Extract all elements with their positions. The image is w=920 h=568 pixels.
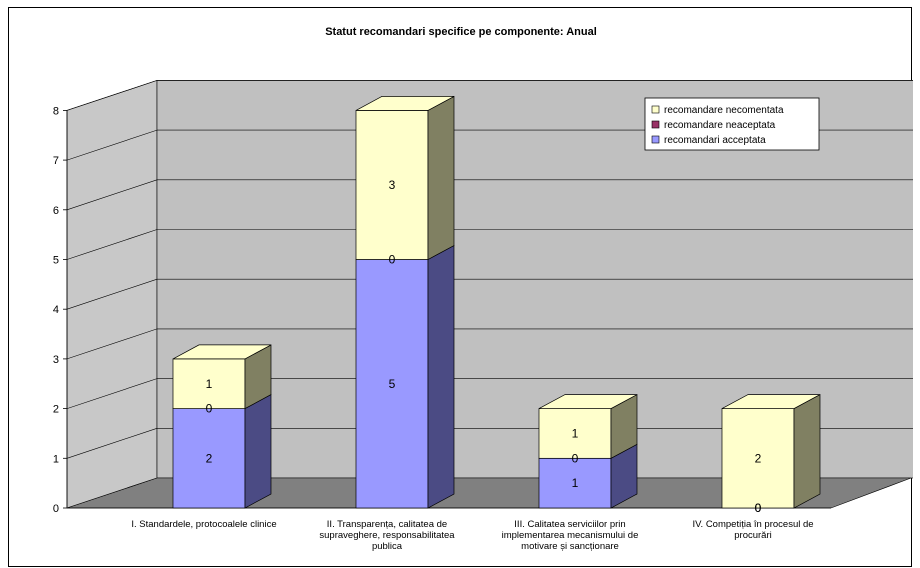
gridline-side <box>66 80 158 111</box>
data-label: 0 <box>572 451 579 465</box>
bar-segment <box>172 344 272 410</box>
data-label: 0 <box>755 501 762 515</box>
y-axis: 0 1 2 3 4 5 6 7 8 <box>53 105 68 515</box>
data-label: 0 <box>389 253 396 267</box>
x-tick-label: I. Standardele, protocoalele clinice <box>131 519 277 530</box>
chart-title: Statut recomandari specifice pe componen… <box>325 26 597 38</box>
gridline-side <box>66 428 158 459</box>
bars <box>172 95 821 509</box>
x-tick-label: III. Calitatea serviciilor prin implemen… <box>501 519 639 552</box>
bar-segment <box>721 394 821 509</box>
y-tick-label: 3 <box>53 354 59 366</box>
gridline-side <box>66 328 158 360</box>
bar-segment <box>355 95 455 261</box>
chart-svg: Statut recomandari specifice pe componen… <box>53 26 913 515</box>
svg-text:recomandari acceptata: recomandari acceptata <box>664 135 766 146</box>
x-tick-label: II. Transparența, calitatea de supravegh… <box>319 519 455 552</box>
chart-frame: Statut recomandari specifice pe componen… <box>8 7 913 567</box>
data-label: 0 <box>755 501 762 515</box>
bar-segment <box>355 244 455 509</box>
data-label: 1 <box>572 426 579 440</box>
data-label: 2 <box>206 451 213 465</box>
x-tick-label: IV. Competiția în procesul de procurări <box>692 519 814 541</box>
bar-segment <box>172 394 272 509</box>
legend-box <box>644 97 820 151</box>
gridline-side <box>66 278 158 310</box>
y-tick-label: 5 <box>53 255 59 267</box>
legend-item: recomandare neaceptata <box>651 120 776 131</box>
svg-text:recomandare neaceptata: recomandare neaceptata <box>664 120 776 131</box>
data-label: 1 <box>572 476 579 490</box>
bar-segment <box>538 443 638 509</box>
data-label: 3 <box>389 178 396 192</box>
y-tick-label: 6 <box>53 205 59 217</box>
svg-text:recomandare necomentata: recomandare necomentata <box>664 105 784 116</box>
gridline-side <box>66 378 158 409</box>
gridline-side <box>66 129 158 161</box>
y-tick-label: 7 <box>53 155 59 167</box>
legend: recomandare necomentata recomandare neace… <box>644 97 820 151</box>
bar-segment <box>538 394 638 459</box>
y-tick-label: 1 <box>53 453 59 465</box>
data-label: 2 <box>755 451 762 465</box>
y-tick-label: 0 <box>53 503 59 515</box>
y-tick-label: 2 <box>53 404 59 416</box>
data-label: 5 <box>389 377 396 391</box>
gridline-side <box>66 229 158 260</box>
gridline-side <box>66 179 158 211</box>
legend-item: recomandari acceptata <box>651 135 766 146</box>
data-label: 0 <box>206 402 213 416</box>
data-label: 1 <box>206 377 213 391</box>
gridlines <box>66 80 913 459</box>
legend-item: recomandare necomentata <box>651 105 784 116</box>
y-tick-label: 4 <box>53 304 59 316</box>
y-tick-label: 8 <box>53 105 59 117</box>
